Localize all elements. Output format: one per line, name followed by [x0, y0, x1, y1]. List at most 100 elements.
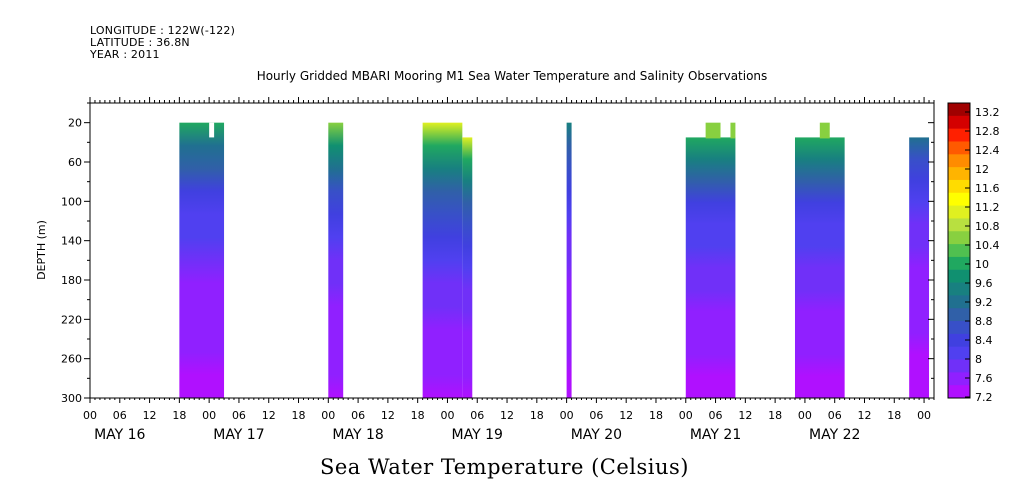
x-tick-label: 12	[143, 409, 157, 422]
x-tick-label: 18	[887, 409, 901, 422]
colorbar-segment	[948, 231, 970, 245]
colorbar-label: 8.4	[975, 334, 993, 347]
colorbar-segment	[948, 359, 970, 373]
x-tick-label: 00	[798, 409, 812, 422]
observation-block	[685, 137, 736, 398]
x-tick-label: 18	[530, 409, 544, 422]
x-axis: 00 06 12 18 00 06 12 18 00 06 12 18 00 06 12 18 00 06 12 18…	[83, 97, 935, 443]
colorbar-label: 12.8	[975, 125, 1000, 138]
x-tick-label: 12	[857, 409, 871, 422]
colorbar-label: 11.6	[975, 182, 1000, 195]
colorbar-segment	[948, 115, 970, 130]
observation-block	[422, 122, 463, 399]
y-tick-label: 220	[61, 313, 82, 326]
x-day-label: MAY 22	[809, 427, 860, 443]
x-tick-label: 18	[172, 409, 186, 422]
colorbar-segment	[948, 128, 970, 142]
colorbar-segment	[948, 346, 970, 361]
colorbar-label: 12	[975, 163, 989, 176]
x-tick-label: 06	[351, 409, 365, 422]
x-tick-label: 00	[83, 409, 97, 422]
y-tick-label: 260	[61, 353, 82, 366]
x-tick-label: 00	[440, 409, 454, 422]
colorbar-label: 10.8	[975, 220, 1000, 233]
observation-block-top	[705, 122, 721, 139]
x-tick-label: 00	[560, 409, 574, 422]
colorbar-segment	[948, 295, 970, 309]
colorbar-label: 8.8	[975, 315, 993, 328]
observation-block	[328, 122, 344, 399]
colorbar-segment	[948, 218, 970, 232]
colorbar-label: 11.2	[975, 201, 1000, 214]
colorbar-label: 9.6	[975, 277, 993, 290]
observation-block-top	[730, 122, 736, 139]
colorbar-label: 10.4	[975, 239, 1000, 252]
x-tick-label: 12	[500, 409, 514, 422]
colorbar-label: 9.2	[975, 296, 993, 309]
y-tick-label: 300	[61, 392, 82, 405]
x-tick-label: 18	[768, 409, 782, 422]
colorbar-segment	[948, 372, 970, 386]
x-tick-label: 12	[738, 409, 752, 422]
y-tick-label: 140	[61, 235, 82, 248]
x-tick-label: 12	[381, 409, 395, 422]
chart-title: Hourly Gridded MBARI Mooring M1 Sea Wate…	[256, 69, 768, 83]
colorbar-segment	[948, 141, 970, 155]
x-tick-label: 18	[649, 409, 663, 422]
observation-block-top	[819, 122, 830, 139]
x-tick-label: 00	[917, 409, 931, 422]
x-day-label: MAY 19	[452, 427, 503, 443]
colorbar-segment	[948, 179, 970, 194]
colorbar: 13.2 12.8 12.4 12 11.6 11.2 10.8 10.4 10 9.6 9.2 8.…	[947, 102, 1000, 404]
colorbar-segment	[948, 321, 970, 335]
colorbar-segment	[948, 308, 970, 322]
colorbar-segment	[948, 385, 970, 399]
colorbar-segment	[948, 256, 970, 271]
x-day-label: MAY 16	[94, 427, 145, 443]
latitude-label: LATITUDE : 36.8N	[90, 36, 190, 49]
x-tick-label: 00	[679, 409, 693, 422]
colorbar-segment	[948, 333, 970, 348]
observation-block	[909, 137, 930, 398]
colorbar-segment	[948, 154, 970, 168]
colorbar-segment	[948, 282, 970, 296]
x-tick-label: 18	[411, 409, 425, 422]
colorbar-label: 10	[975, 258, 989, 271]
colorbar-segment	[948, 167, 970, 181]
x-tick-label: 06	[232, 409, 246, 422]
x-tick-label: 06	[828, 409, 842, 422]
x-day-label: MAY 17	[213, 427, 264, 443]
x-tick-label: 06	[470, 409, 484, 422]
colorbar-label: 12.4	[975, 144, 1000, 157]
colorbar-label: 13.2	[975, 106, 1000, 119]
x-day-label: MAY 21	[690, 427, 741, 443]
y-axis-title: DEPTH (m)	[35, 220, 48, 280]
observation-blocks	[179, 122, 930, 399]
colorbar-frame	[947, 102, 971, 399]
colorbar-segment	[948, 244, 970, 258]
y-axis: 20 60 100 140 180 220 260 300	[61, 102, 934, 405]
observation-block	[794, 137, 845, 398]
x-tick-label: 00	[202, 409, 216, 422]
observation-block-step	[462, 137, 473, 398]
x-axis-title: Sea Water Temperature (Celsius)	[319, 455, 689, 479]
observation-block	[566, 122, 572, 399]
colorbar-segment	[948, 103, 970, 117]
x-tick-label: 06	[709, 409, 723, 422]
x-day-label: MAY 18	[332, 427, 383, 443]
colorbar-segment	[948, 269, 970, 284]
observation-gap	[209, 122, 215, 138]
x-tick-label: 00	[321, 409, 335, 422]
x-tick-label: 18	[292, 409, 306, 422]
y-tick-label: 20	[68, 117, 82, 130]
year-label: YEAR : 2011	[90, 48, 160, 61]
x-tick-label: 12	[619, 409, 633, 422]
longitude-label: LONGITUDE : 122W(-122)	[90, 24, 236, 37]
y-tick-label: 60	[68, 156, 82, 169]
x-tick-label: 06	[113, 409, 127, 422]
observation-block	[179, 122, 225, 399]
colorbar-segment	[948, 192, 970, 207]
colorbar-label: 8	[975, 353, 982, 366]
y-tick-label: 100	[61, 195, 82, 208]
